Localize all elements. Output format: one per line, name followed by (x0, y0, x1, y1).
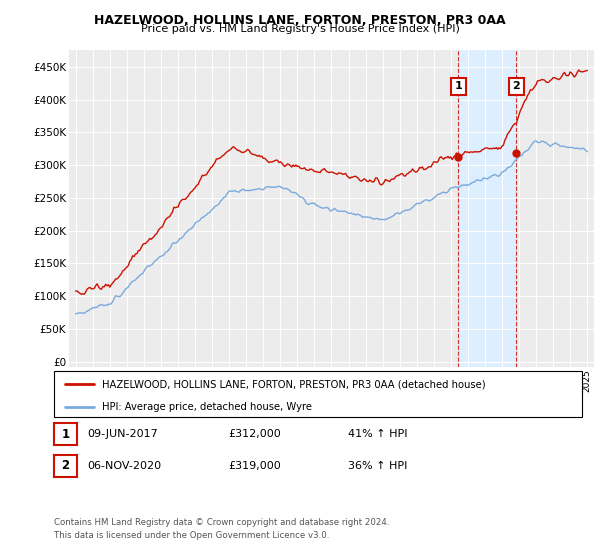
Text: HAZELWOOD, HOLLINS LANE, FORTON, PRESTON, PR3 0AA (detached house): HAZELWOOD, HOLLINS LANE, FORTON, PRESTON… (101, 379, 485, 389)
Text: £319,000: £319,000 (228, 461, 281, 471)
Text: Price paid vs. HM Land Registry's House Price Index (HPI): Price paid vs. HM Land Registry's House … (140, 24, 460, 34)
Text: 09-JUN-2017: 09-JUN-2017 (87, 429, 158, 439)
Text: 06-NOV-2020: 06-NOV-2020 (87, 461, 161, 471)
FancyBboxPatch shape (54, 371, 582, 417)
Text: Contains HM Land Registry data © Crown copyright and database right 2024.
This d: Contains HM Land Registry data © Crown c… (54, 518, 389, 539)
Text: 1: 1 (61, 427, 70, 441)
Text: HPI: Average price, detached house, Wyre: HPI: Average price, detached house, Wyre (101, 402, 311, 412)
Text: 41% ↑ HPI: 41% ↑ HPI (348, 429, 407, 439)
Text: 2: 2 (61, 459, 70, 473)
Text: HAZELWOOD, HOLLINS LANE, FORTON, PRESTON, PR3 0AA: HAZELWOOD, HOLLINS LANE, FORTON, PRESTON… (94, 14, 506, 27)
Text: 2: 2 (512, 81, 520, 91)
Text: £312,000: £312,000 (228, 429, 281, 439)
Bar (458, 50, 517, 367)
Text: 36% ↑ HPI: 36% ↑ HPI (348, 461, 407, 471)
Text: 1: 1 (454, 81, 462, 91)
